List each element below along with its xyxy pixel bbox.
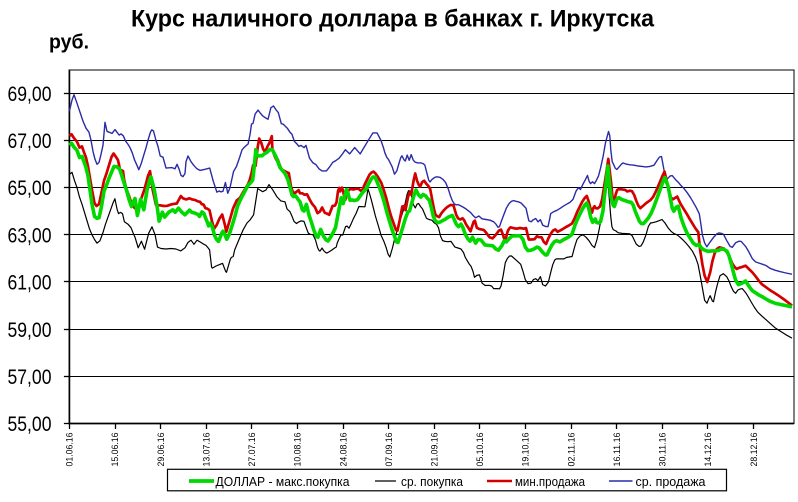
svg-text:10.08.16: 10.08.16 — [293, 433, 303, 467]
svg-text:61,00: 61,00 — [8, 272, 52, 295]
svg-text:руб.: руб. — [49, 32, 89, 54]
svg-text:21.09.16: 21.09.16 — [430, 433, 440, 467]
svg-text:59,00: 59,00 — [8, 319, 52, 342]
svg-text:ДОЛЛАР - макс.покупка: ДОЛЛАР - макс.покупка — [216, 474, 351, 489]
svg-text:01.06.16: 01.06.16 — [65, 433, 75, 467]
svg-text:24.08.16: 24.08.16 — [338, 433, 348, 467]
svg-text:02.11.16: 02.11.16 — [566, 433, 576, 467]
svg-text:55,00: 55,00 — [8, 413, 52, 436]
svg-text:13.07.16: 13.07.16 — [201, 433, 211, 467]
svg-text:16.11.16: 16.11.16 — [612, 433, 622, 467]
svg-text:29.06.16: 29.06.16 — [156, 433, 166, 467]
svg-text:15.06.16: 15.06.16 — [110, 433, 120, 467]
svg-text:57,00: 57,00 — [8, 366, 52, 389]
svg-text:19.10.16: 19.10.16 — [521, 433, 531, 467]
svg-text:63,00: 63,00 — [8, 224, 52, 247]
svg-text:67,00: 67,00 — [8, 130, 52, 153]
svg-text:ср. продажа: ср. продажа — [636, 474, 707, 489]
svg-text:14.12.16: 14.12.16 — [703, 433, 713, 467]
svg-text:69,00: 69,00 — [8, 83, 52, 106]
svg-text:30.11.16: 30.11.16 — [658, 433, 668, 467]
svg-text:ср. покупка: ср. покупка — [401, 474, 464, 489]
svg-text:05.10.16: 05.10.16 — [475, 433, 485, 467]
svg-text:28.12.16: 28.12.16 — [749, 433, 759, 467]
svg-text:27.07.16: 27.07.16 — [247, 433, 257, 467]
svg-text:Курс наличного доллара в банка: Курс наличного доллара в банках г. Иркут… — [131, 5, 655, 32]
svg-text:07.09.16: 07.09.16 — [384, 433, 394, 467]
svg-text:65,00: 65,00 — [8, 177, 52, 200]
svg-text:мин.продажа: мин.продажа — [515, 474, 586, 489]
